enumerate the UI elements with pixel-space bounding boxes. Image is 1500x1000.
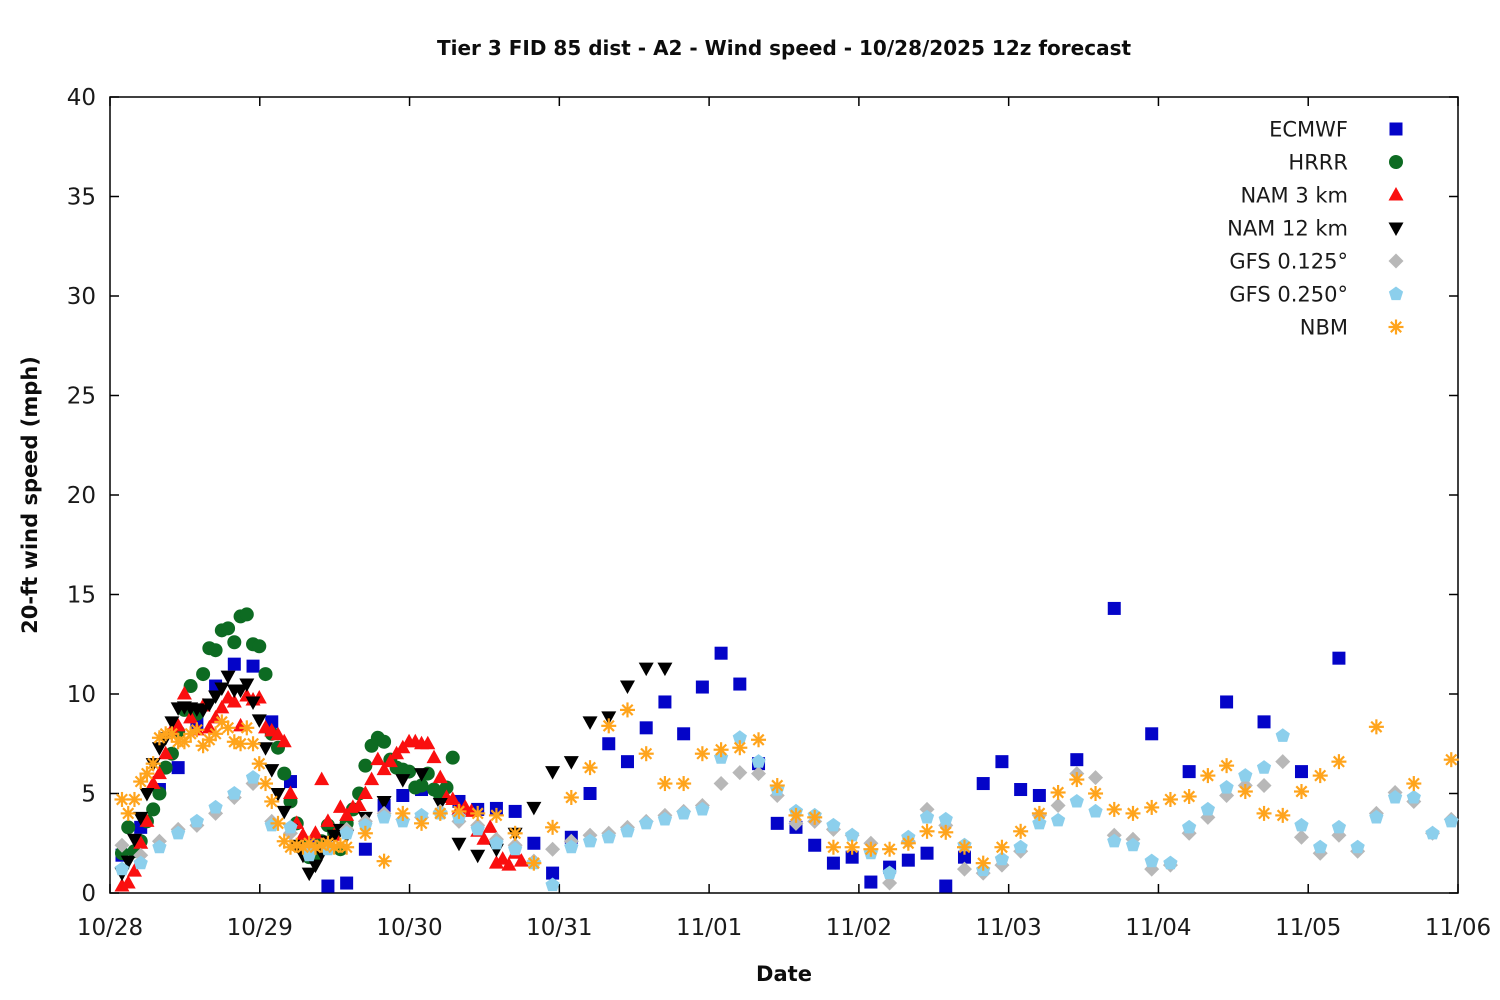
y-tick-label: 35 <box>67 185 96 211</box>
x-axis-ticks: 10/28 10/29 10/30 10/31 11/01 11/02 11/03 11/04… <box>77 97 1491 941</box>
x-tick-label: 10/29 <box>227 915 293 941</box>
series-nbm <box>114 702 1459 871</box>
legend-label: GFS 0.125° <box>1229 249 1348 273</box>
chart-title: Tier 3 FID 85 dist - A2 - Wind speed - 1… <box>436 36 1132 60</box>
y-tick-label: 15 <box>67 583 96 609</box>
legend-item-ecmwf: ECMWF <box>1269 117 1403 141</box>
x-tick-label: 10/28 <box>77 915 143 941</box>
x-tick-label: 11/01 <box>676 915 742 941</box>
x-axis-label: Date <box>756 962 812 986</box>
y-tick-label: 5 <box>81 782 96 808</box>
legend-label: NAM 3 km <box>1240 183 1348 207</box>
series-nam-12-km <box>114 662 673 882</box>
x-tick-label: 11/02 <box>826 915 892 941</box>
legend-item-nbm: NBM <box>1300 315 1404 339</box>
y-axis-ticks: 0 5 10 15 20 25 30 35 40 <box>67 85 1458 907</box>
y-tick-label: 20 <box>67 483 96 509</box>
legend: ECMWF HRRR NAM 3 km NAM 12 km GFS 0.125° GFS … <box>1227 117 1404 339</box>
legend-label: ECMWF <box>1269 117 1348 141</box>
x-tick-label: 11/06 <box>1425 915 1491 941</box>
y-tick-label: 30 <box>67 284 96 310</box>
series-nam-3-km <box>114 686 529 892</box>
legend-label: GFS 0.250° <box>1229 282 1348 306</box>
legend-label: HRRR <box>1288 150 1348 174</box>
legend-label: NAM 12 km <box>1227 216 1348 240</box>
legend-item-gfs-0-250: GFS 0.250° <box>1229 282 1404 306</box>
x-tick-label: 10/31 <box>526 915 592 941</box>
legend-label: NBM <box>1300 315 1348 339</box>
legend-item-hrrr: HRRR <box>1288 150 1403 174</box>
x-tick-label: 11/05 <box>1275 915 1341 941</box>
y-tick-label: 0 <box>81 881 96 907</box>
legend-item-gfs-0-125: GFS 0.125° <box>1229 249 1404 273</box>
x-tick-label: 10/30 <box>376 915 442 941</box>
legend-item-nam-3-km: NAM 3 km <box>1240 183 1404 207</box>
x-tick-label: 11/04 <box>1125 915 1191 941</box>
y-tick-label: 40 <box>67 85 96 111</box>
y-tick-label: 25 <box>67 384 96 410</box>
legend-item-nam-12-km: NAM 12 km <box>1227 216 1404 240</box>
x-tick-label: 11/03 <box>976 915 1042 941</box>
y-tick-label: 10 <box>67 682 96 708</box>
